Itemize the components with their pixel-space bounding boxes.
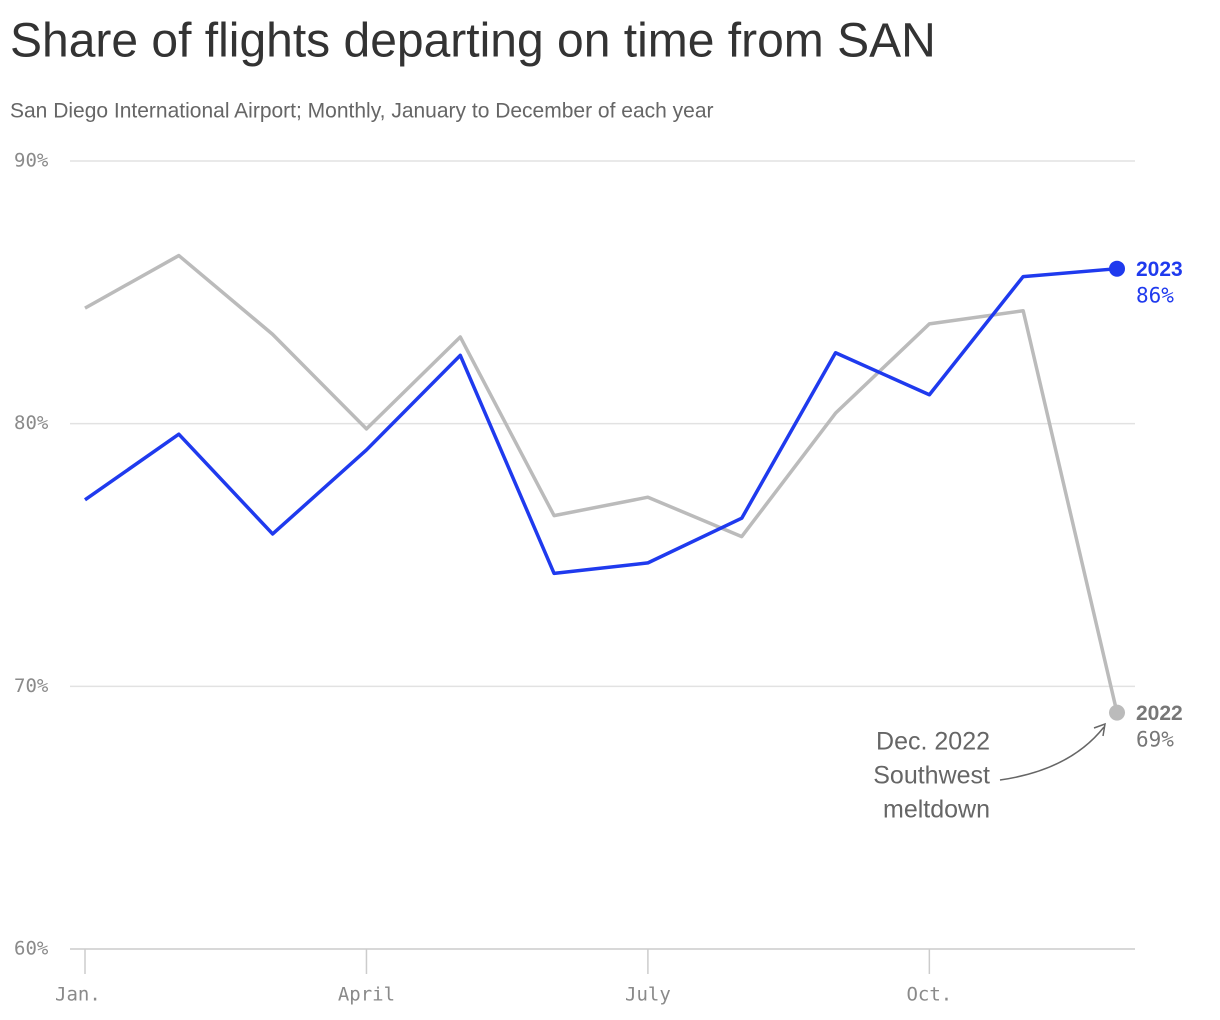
y-tick-label: 60%: [14, 938, 49, 960]
y-tick-label: 80%: [14, 412, 49, 434]
end-point: [1109, 260, 1125, 277]
annotation: meltdown: [883, 796, 990, 824]
chart-subtitle: San Diego International Airport; Monthly…: [10, 100, 714, 123]
annotation: Southwest: [873, 762, 990, 790]
arrow-head: [1093, 722, 1106, 737]
x-tick-label: July: [625, 984, 671, 1006]
annotation: Dec. 2022: [876, 728, 990, 756]
series-label: 2023: [1136, 258, 1183, 281]
series-line: [84, 253, 1119, 713]
y-tick-label: 90%: [14, 150, 49, 172]
x-tick-label: Jan.: [55, 984, 101, 1006]
chart-title: Share of flights departing on time from …: [10, 15, 936, 68]
annotation-arrow: [999, 726, 1105, 781]
end-point: [1109, 704, 1125, 721]
x-tick-label: April: [338, 984, 395, 1006]
value-label: 86%: [1136, 284, 1174, 308]
y-tick-label: 70%: [14, 675, 49, 697]
value-label: 69%: [1136, 728, 1174, 752]
series-line: [83, 266, 1118, 576]
x-tick-label: Oct.: [906, 984, 952, 1006]
series-label: 2022: [1136, 702, 1183, 725]
